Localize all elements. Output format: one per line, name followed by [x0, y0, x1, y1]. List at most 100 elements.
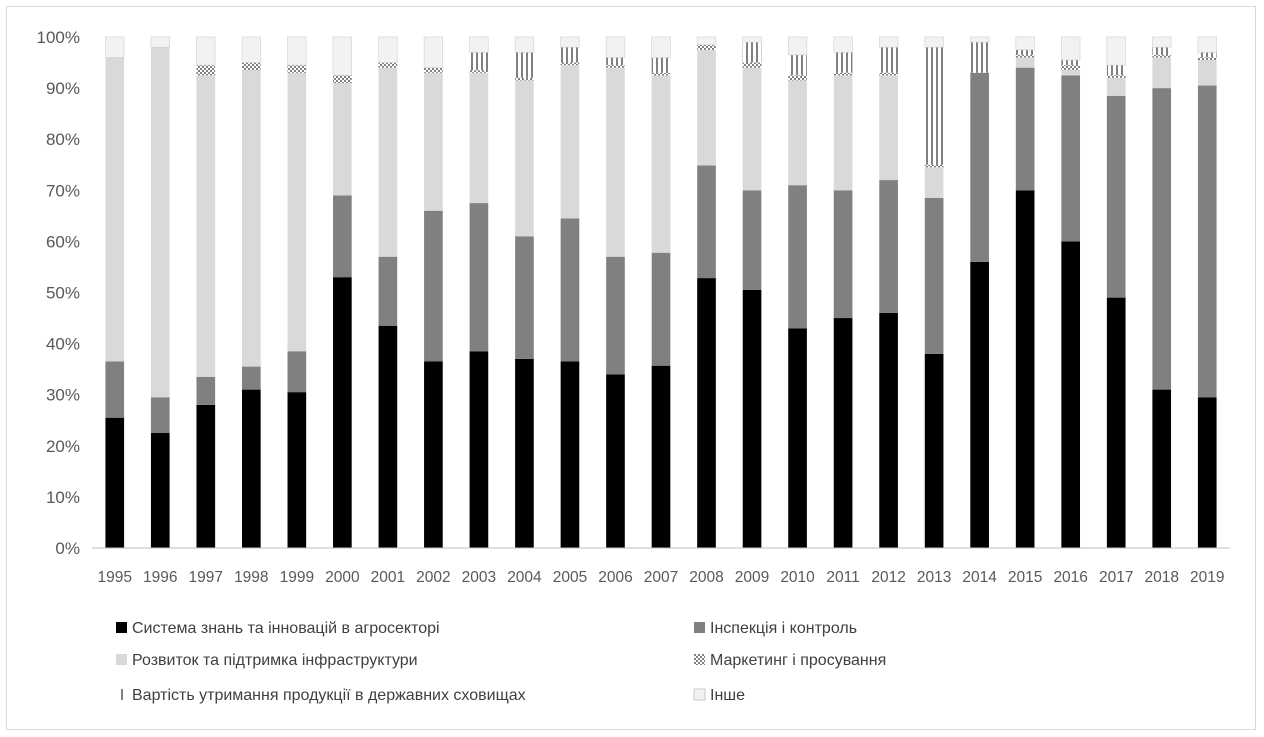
- bar-segment-1995-s0: [105, 417, 125, 548]
- bar-segment-1996-s2: [150, 47, 170, 398]
- y-tick-label: 0%: [55, 539, 80, 558]
- legend-label: Вартість утримання продукції в державних…: [132, 687, 526, 704]
- bar-segment-2015-s5: [1015, 36, 1035, 51]
- legend-item: Розвиток та підтримка інфраструктури: [116, 652, 418, 669]
- bar-segment-2014-s0: [970, 261, 989, 548]
- y-tick-label: 30%: [46, 386, 80, 405]
- bar-segment-2003-s4: [469, 52, 489, 71]
- bar-segment-1998-s1: [241, 366, 261, 390]
- x-tick-label: 2005: [553, 569, 587, 586]
- bar-segment-2008-s0: [697, 278, 716, 548]
- bar-segment-2005-s1: [560, 218, 580, 362]
- bar-segment-2013-s0: [924, 353, 944, 548]
- bar-segment-1998-s3: [241, 62, 261, 71]
- bar-segment-2000-s2: [333, 82, 352, 196]
- bar-segment-2014-s5: [970, 36, 990, 43]
- bar-segment-2001-s5: [378, 36, 398, 63]
- legend-swatch: [694, 654, 705, 665]
- bar-segment-2019-s4: [1197, 52, 1217, 58]
- bar-segment-2011-s1: [833, 190, 853, 319]
- bar-segment-2002-s3: [424, 67, 443, 73]
- bar-segment-2005-s3: [560, 62, 580, 66]
- bar-segment-2019-s3: [1197, 57, 1217, 60]
- legend-swatch: [116, 654, 127, 665]
- bar-segment-2016-s5: [1061, 36, 1081, 61]
- x-tick-label: 1998: [234, 569, 268, 586]
- bar-segment-2007-s5: [651, 36, 671, 58]
- legend-swatch: [693, 688, 706, 701]
- bar-segment-2003-s3: [469, 70, 489, 73]
- bar-segment-2006-s4: [606, 57, 625, 66]
- bar-segment-2008-s5: [696, 36, 717, 46]
- bar-segment-2000-s3: [333, 75, 352, 83]
- legend-item: Вартість утримання продукції в державних…: [119, 687, 526, 704]
- bar-segment-2009-s4: [742, 42, 762, 63]
- bars: [105, 36, 1217, 549]
- bar-segment-1996-s1: [150, 397, 170, 434]
- bar-segment-2014-s1: [970, 72, 989, 262]
- bar-segment-2007-s3: [651, 72, 671, 76]
- y-tick-label: 50%: [46, 284, 80, 303]
- x-tick-label: 2004: [507, 569, 542, 586]
- bar-segment-1995-s5: [105, 36, 125, 58]
- bar-segment-2013-s3: [924, 164, 944, 168]
- bar-segment-2004-s4: [515, 52, 534, 78]
- bar-segment-2008-s3: [697, 44, 716, 51]
- bar-segment-2004-s0: [515, 358, 534, 548]
- x-tick-label: 1995: [98, 569, 132, 586]
- legend-swatch: [694, 622, 705, 633]
- bar-segment-2017-s0: [1106, 297, 1126, 548]
- x-tick-label: 2012: [871, 569, 905, 586]
- y-tick-label: 90%: [46, 79, 80, 98]
- bar-segment-1998-s5: [241, 36, 261, 63]
- x-tick-label: 2013: [917, 569, 951, 586]
- legend-label: Інспекція і контроль: [710, 620, 857, 637]
- bar-segment-2017-s4: [1106, 65, 1126, 76]
- y-tick-label: 20%: [46, 437, 80, 456]
- bar-segment-2003-s5: [469, 36, 489, 53]
- y-tick-label: 100%: [37, 28, 80, 47]
- x-tick-label: 2015: [1008, 569, 1042, 586]
- x-tick-label: 1997: [189, 569, 223, 586]
- bar-segment-2015-s0: [1015, 190, 1035, 549]
- bar-segment-2012-s3: [879, 72, 898, 76]
- bar-segment-1997-s3: [196, 65, 216, 76]
- legend-label: Інше: [710, 687, 745, 704]
- bar-segment-2009-s0: [742, 289, 762, 548]
- bar-segment-2019-s0: [1197, 397, 1217, 548]
- x-tick-label: 2002: [416, 569, 450, 586]
- x-tick-label: 1999: [280, 569, 314, 586]
- bar-segment-2018-s2: [1152, 57, 1172, 89]
- bar-segment-1999-s5: [287, 36, 307, 66]
- bar-segment-1998-s2: [241, 70, 261, 367]
- bar-segment-2005-s0: [560, 361, 580, 548]
- bar-segment-2012-s1: [879, 180, 898, 313]
- y-tick-label: 60%: [46, 232, 80, 251]
- legend-item: Інше: [693, 687, 745, 704]
- x-tick-label: 2007: [644, 569, 678, 586]
- bar-segment-2005-s5: [560, 36, 580, 48]
- y-tick-label: 40%: [46, 335, 80, 354]
- x-tick-label: 2019: [1190, 569, 1224, 586]
- bar-segment-1997-s5: [196, 36, 216, 66]
- x-tick-label: 2009: [735, 569, 769, 586]
- legend-swatch: [119, 689, 124, 700]
- y-tick-label: 80%: [46, 130, 80, 149]
- bar-segment-2002-s5: [423, 36, 444, 68]
- bar-segment-2008-s2: [697, 50, 716, 166]
- legend-label: Маркетинг і просування: [710, 652, 886, 669]
- bar-segment-2006-s3: [606, 65, 625, 68]
- bar-segment-2013-s2: [924, 167, 944, 198]
- bar-segment-2016-s4: [1061, 60, 1081, 66]
- bar-segment-2010-s2: [788, 80, 807, 186]
- bar-segment-1999-s3: [287, 65, 307, 73]
- bar-segment-2005-s2: [560, 65, 580, 219]
- bar-segment-2018-s3: [1152, 54, 1172, 58]
- bar-segment-2010-s4: [788, 54, 807, 76]
- bar-segment-2001-s0: [378, 325, 398, 548]
- bar-segment-2003-s2: [469, 72, 489, 204]
- legend-item: Система знань та інновацій в агросекторі: [116, 620, 440, 637]
- x-tick-label: 2016: [1053, 569, 1087, 586]
- bar-segment-2018-s1: [1152, 88, 1172, 390]
